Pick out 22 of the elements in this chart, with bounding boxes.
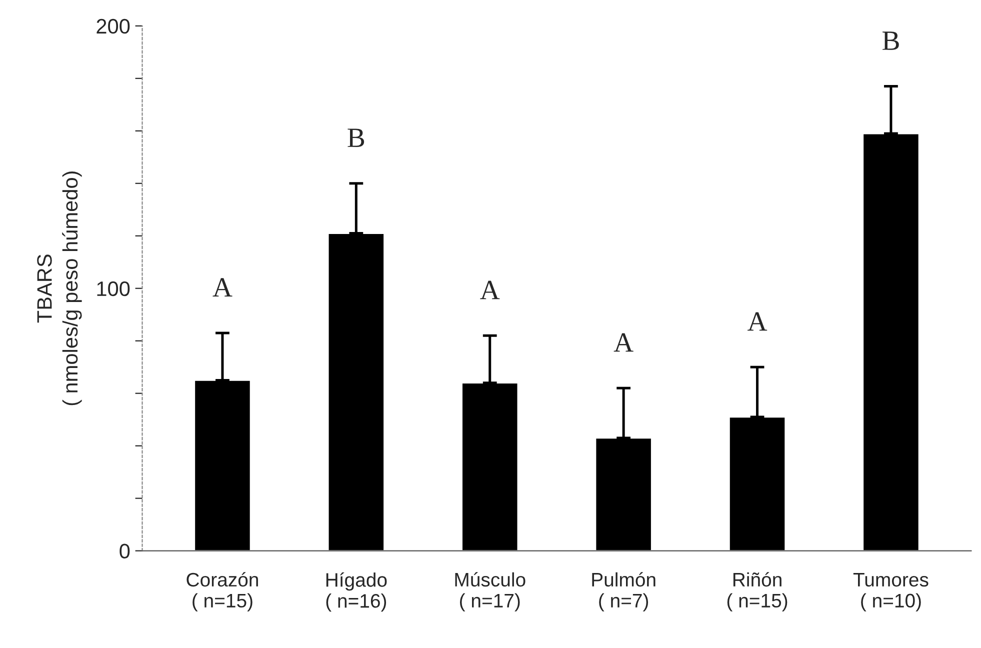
x-tick-label: Tumores ( n=10) [853, 573, 928, 612]
x-tick-label: Músculo ( n=17) [455, 572, 526, 612]
x-tick-label: Riñón ( n=15) [727, 572, 788, 612]
annotation: A [614, 333, 634, 352]
bar [594, 437, 652, 551]
x-tick-label: Corazón ( n=15) [186, 572, 258, 612]
y-tick-label: 100 [97, 281, 130, 296]
y-tick-label: 0 [120, 544, 130, 559]
annotation: A [480, 280, 500, 300]
y-tick-label: 200 [96, 18, 130, 34]
bar [194, 380, 252, 551]
x-tick-label: Pulmón ( n=7) [592, 572, 656, 612]
annotation: A [212, 278, 232, 297]
annotation: A [748, 312, 768, 331]
bar [728, 416, 786, 551]
bar [862, 132, 920, 551]
x-tick-label: Hígado ( n=16) [326, 572, 387, 612]
annotation: B [348, 128, 364, 147]
y-axis-title: TBARS ( nmoles/g peso húmedo) [37, 172, 82, 406]
bar [327, 232, 385, 551]
bar [461, 382, 519, 551]
annotation: B [882, 32, 899, 50]
